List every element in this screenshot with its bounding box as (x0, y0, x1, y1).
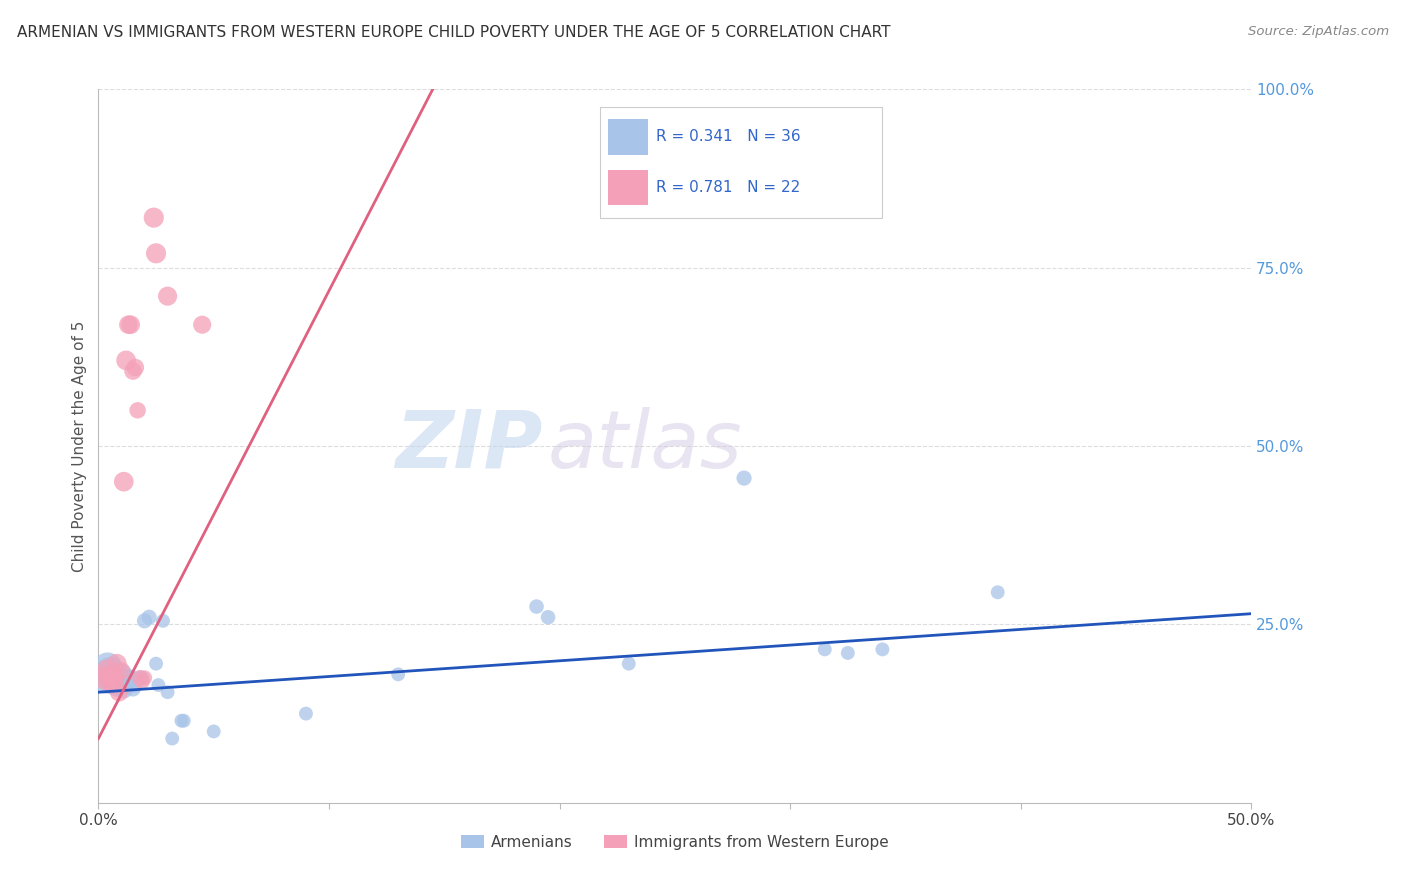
Point (124, 678, 146, 692)
Point (124, 360, 146, 375)
Point (152, 614, 174, 628)
Point (94, 671, 117, 685)
Point (156, 289, 179, 303)
Point (112, 681, 135, 696)
Point (537, 610, 560, 624)
Point (129, 671, 152, 685)
Point (160, 731, 183, 746)
Point (105, 678, 128, 692)
Point (127, 403, 149, 417)
Text: R = 0.341   N = 36: R = 0.341 N = 36 (657, 129, 801, 145)
Point (117, 671, 139, 685)
Point (837, 646, 859, 660)
Text: atlas: atlas (548, 407, 742, 485)
Point (98, 671, 121, 685)
Point (110, 667, 132, 681)
Point (129, 671, 152, 685)
Point (142, 211, 165, 225)
Point (115, 353, 138, 368)
Point (131, 671, 153, 685)
Point (108, 685, 131, 699)
Point (112, 475, 135, 489)
Y-axis label: Child Poverty Under the Age of 5: Child Poverty Under the Age of 5 (72, 320, 87, 572)
Point (105, 657, 128, 671)
Point (122, 364, 145, 378)
Point (733, 471, 755, 485)
Point (134, 671, 156, 685)
Point (98, 664, 121, 678)
Point (120, 318, 142, 332)
Point (103, 671, 125, 685)
Point (131, 674, 153, 689)
Point (115, 678, 138, 692)
Text: ARMENIAN VS IMMIGRANTS FROM WESTERN EUROPE CHILD POVERTY UNDER THE AGE OF 5 CORR: ARMENIAN VS IMMIGRANTS FROM WESTERN EURO… (17, 25, 890, 40)
Point (94, 671, 117, 685)
Point (387, 667, 409, 681)
Point (110, 664, 132, 678)
Point (156, 685, 179, 699)
Point (97, 660, 120, 674)
Point (202, 724, 225, 739)
Point (101, 674, 124, 689)
Point (526, 599, 548, 614)
Point (295, 706, 318, 721)
Point (108, 671, 131, 685)
Point (120, 671, 142, 685)
Point (138, 610, 160, 624)
Point (97, 664, 120, 678)
Point (987, 585, 1010, 599)
Text: Source: ZipAtlas.com: Source: ZipAtlas.com (1249, 25, 1389, 38)
Text: ZIP: ZIP (395, 407, 543, 485)
Point (617, 657, 640, 671)
Point (117, 318, 139, 332)
FancyBboxPatch shape (609, 170, 648, 205)
FancyBboxPatch shape (600, 107, 883, 218)
Point (122, 681, 145, 696)
Point (148, 678, 170, 692)
FancyBboxPatch shape (609, 120, 648, 154)
Text: R = 0.781   N = 22: R = 0.781 N = 22 (657, 180, 800, 195)
Point (191, 318, 214, 332)
Point (145, 657, 167, 671)
Point (101, 674, 124, 689)
Legend: Armenians, Immigrants from Western Europe: Armenians, Immigrants from Western Europ… (454, 829, 896, 855)
Point (134, 614, 156, 628)
Point (814, 642, 837, 657)
Point (145, 246, 167, 260)
Point (173, 714, 195, 728)
Point (170, 714, 193, 728)
Point (872, 642, 894, 657)
Point (103, 671, 125, 685)
